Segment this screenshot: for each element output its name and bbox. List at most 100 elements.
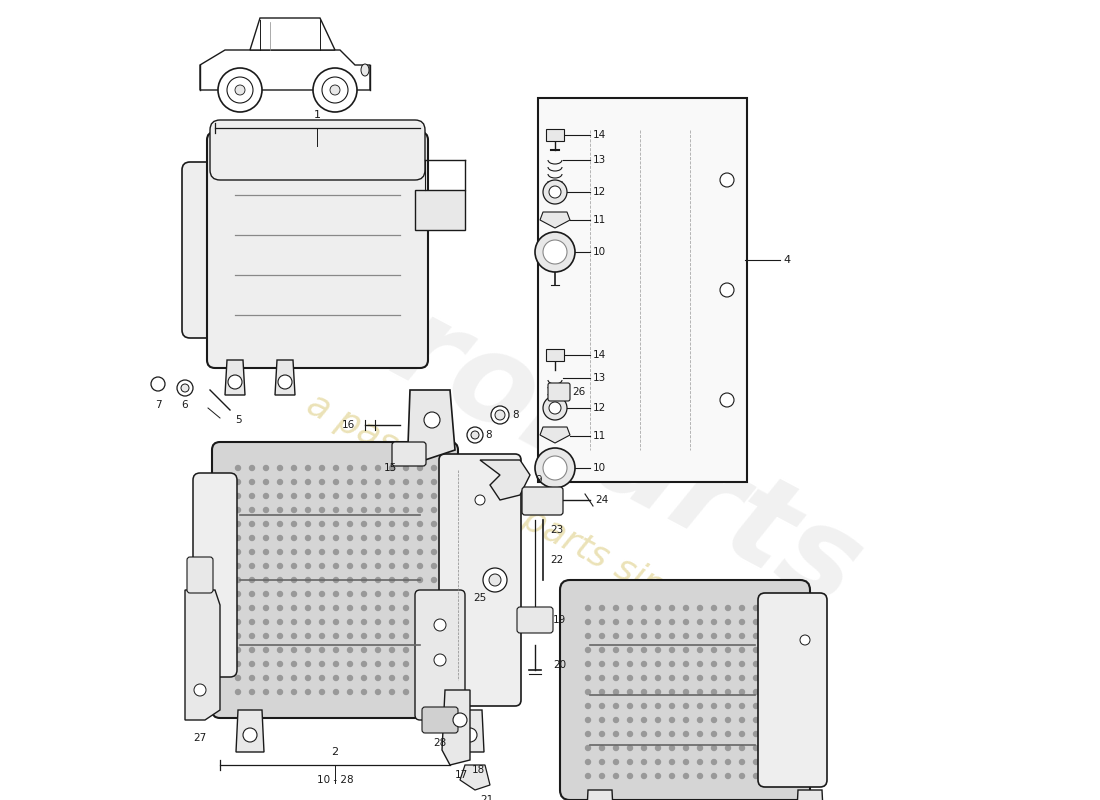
Circle shape <box>292 675 297 681</box>
Circle shape <box>333 563 339 569</box>
Circle shape <box>627 759 632 765</box>
Circle shape <box>712 718 716 722</box>
Circle shape <box>404 634 408 638</box>
Circle shape <box>800 635 810 645</box>
Circle shape <box>319 578 324 582</box>
Circle shape <box>683 718 689 722</box>
Circle shape <box>235 634 241 638</box>
Polygon shape <box>796 790 824 800</box>
Circle shape <box>235 550 241 554</box>
Circle shape <box>656 606 660 610</box>
Polygon shape <box>480 460 530 500</box>
Circle shape <box>362 522 366 526</box>
Circle shape <box>375 522 381 526</box>
Polygon shape <box>236 710 264 752</box>
Circle shape <box>292 690 297 694</box>
Circle shape <box>418 578 422 582</box>
Circle shape <box>431 494 437 498</box>
Circle shape <box>306 619 310 625</box>
Circle shape <box>292 466 297 470</box>
Circle shape <box>641 774 647 778</box>
Circle shape <box>333 662 339 666</box>
Circle shape <box>585 731 591 737</box>
Circle shape <box>431 634 437 638</box>
Circle shape <box>641 690 647 694</box>
Circle shape <box>404 479 408 485</box>
Circle shape <box>277 591 283 597</box>
Circle shape <box>614 703 618 709</box>
Circle shape <box>292 591 297 597</box>
Text: 11: 11 <box>593 431 606 441</box>
Circle shape <box>362 550 366 554</box>
Polygon shape <box>456 710 484 752</box>
Circle shape <box>627 718 632 722</box>
Circle shape <box>641 759 647 765</box>
Circle shape <box>585 690 591 694</box>
Circle shape <box>404 563 408 569</box>
Circle shape <box>330 85 340 95</box>
Circle shape <box>683 731 689 737</box>
Circle shape <box>600 662 605 666</box>
Circle shape <box>235 690 241 694</box>
Circle shape <box>726 759 730 765</box>
Circle shape <box>306 662 310 666</box>
FancyBboxPatch shape <box>439 454 521 706</box>
FancyBboxPatch shape <box>212 442 458 718</box>
Polygon shape <box>415 190 465 230</box>
Circle shape <box>389 507 395 513</box>
Text: 8: 8 <box>512 410 518 420</box>
Circle shape <box>151 377 165 391</box>
Circle shape <box>712 634 716 638</box>
Circle shape <box>656 690 660 694</box>
Circle shape <box>431 690 437 694</box>
Circle shape <box>375 647 381 653</box>
Circle shape <box>306 466 310 470</box>
Circle shape <box>404 535 408 541</box>
Circle shape <box>333 647 339 653</box>
Circle shape <box>683 606 689 610</box>
Circle shape <box>264 675 268 681</box>
Circle shape <box>264 619 268 625</box>
Circle shape <box>306 563 310 569</box>
Circle shape <box>319 606 324 610</box>
Circle shape <box>418 563 422 569</box>
FancyBboxPatch shape <box>182 162 233 338</box>
Circle shape <box>277 578 283 582</box>
Circle shape <box>754 690 759 694</box>
Text: 22: 22 <box>550 555 563 565</box>
Circle shape <box>483 568 507 592</box>
Circle shape <box>585 718 591 722</box>
Circle shape <box>277 522 283 526</box>
Circle shape <box>404 662 408 666</box>
Circle shape <box>726 619 730 625</box>
Circle shape <box>404 690 408 694</box>
Circle shape <box>656 619 660 625</box>
Text: 10: 10 <box>593 247 606 257</box>
Circle shape <box>362 662 366 666</box>
Circle shape <box>348 591 352 597</box>
Text: 10 - 28: 10 - 28 <box>299 138 336 148</box>
Circle shape <box>362 494 366 498</box>
Circle shape <box>314 68 358 112</box>
Circle shape <box>726 662 730 666</box>
Circle shape <box>418 494 422 498</box>
Circle shape <box>726 634 730 638</box>
Circle shape <box>739 759 745 765</box>
FancyBboxPatch shape <box>392 442 426 466</box>
Circle shape <box>306 578 310 582</box>
Circle shape <box>431 466 437 470</box>
Circle shape <box>333 466 339 470</box>
Circle shape <box>600 703 605 709</box>
Circle shape <box>362 675 366 681</box>
Circle shape <box>250 479 254 485</box>
Circle shape <box>463 728 477 742</box>
Circle shape <box>600 634 605 638</box>
Circle shape <box>697 703 703 709</box>
Circle shape <box>292 535 297 541</box>
Circle shape <box>641 634 647 638</box>
Circle shape <box>418 466 422 470</box>
Circle shape <box>292 494 297 498</box>
Text: 16: 16 <box>342 420 355 430</box>
Circle shape <box>490 574 500 586</box>
Circle shape <box>389 479 395 485</box>
